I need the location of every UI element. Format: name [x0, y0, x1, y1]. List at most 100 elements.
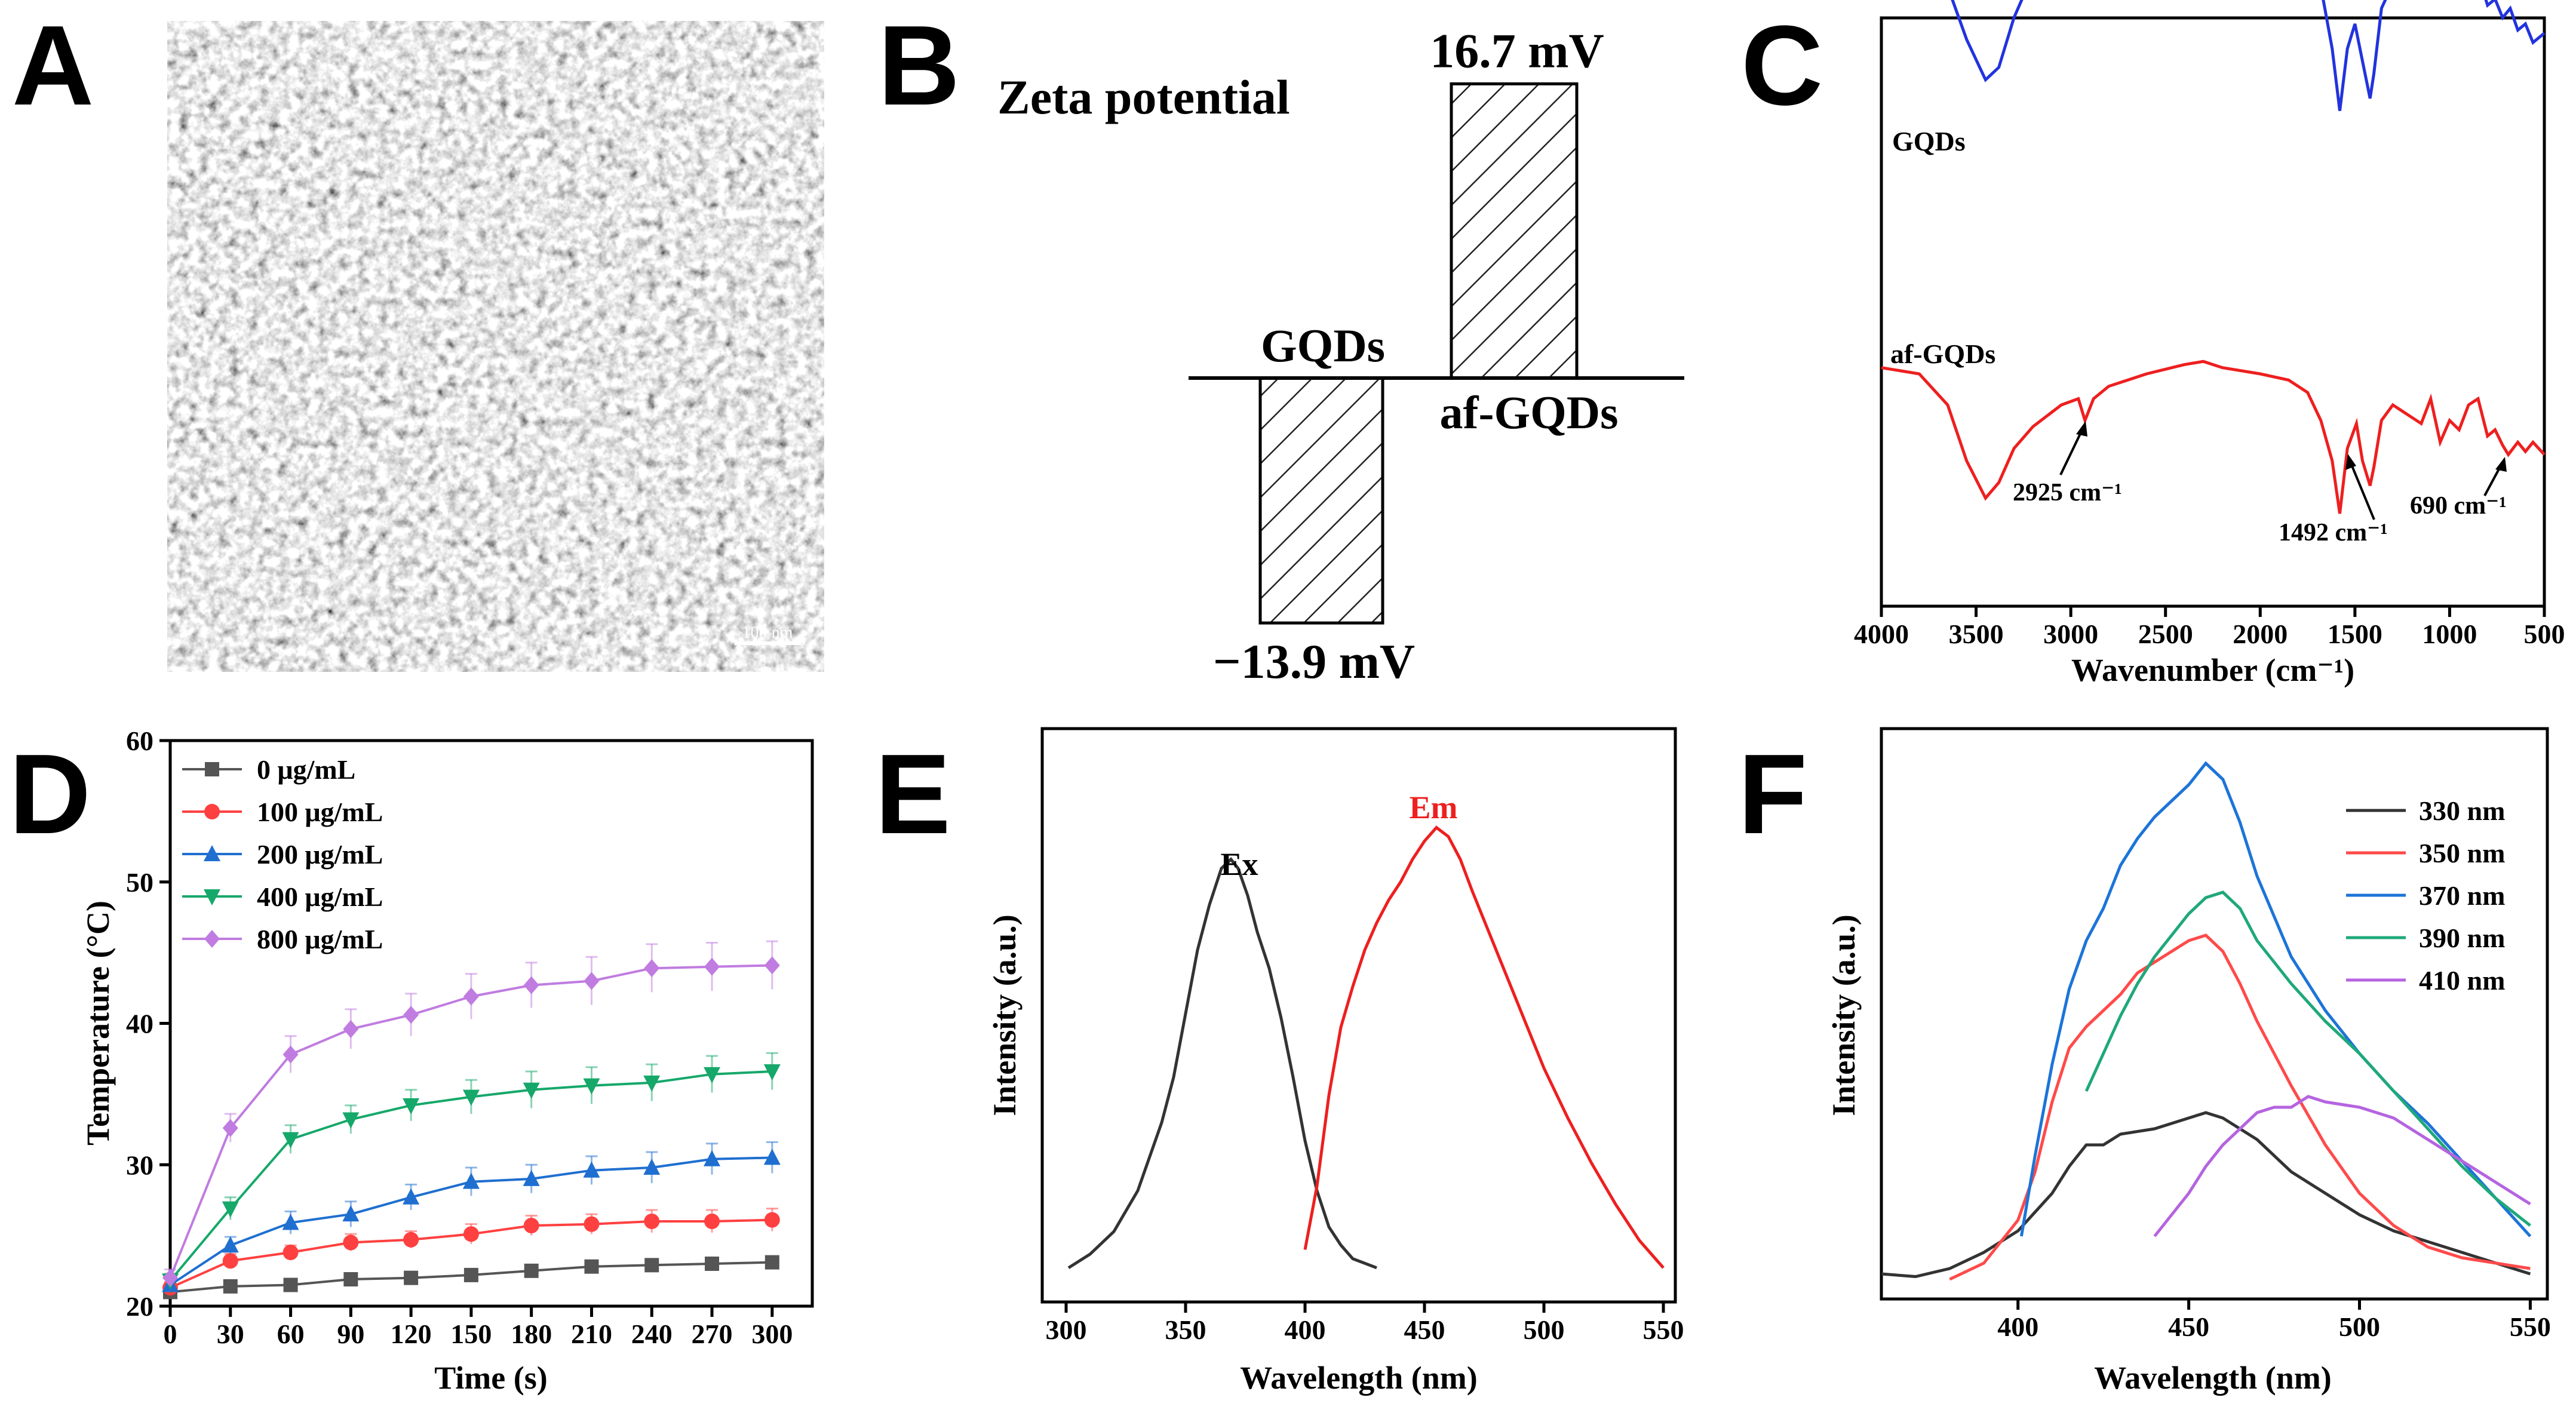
temp-legend-label: 0 μg/mL: [257, 754, 355, 785]
temp-data-point: [583, 1078, 600, 1095]
ftir-tick-label: 1500: [2328, 619, 2382, 649]
temp-data-point: [764, 1212, 780, 1228]
temp-legend-marker: [204, 845, 220, 861]
exem-x-tick-label: 550: [1643, 1315, 1684, 1345]
temp-data-point: [403, 1231, 419, 1248]
ex-spectrum-line: [1067, 857, 1377, 1270]
temp-x-tick-label: 90: [337, 1319, 364, 1349]
ftir-arrow-1492: [2349, 461, 2375, 520]
temp-x-tick-label: 30: [217, 1319, 244, 1349]
exem-y-label: Intensity (a.u.): [987, 914, 1023, 1116]
temp-data-point: [704, 957, 720, 976]
emis-x-tick-label: 500: [2339, 1312, 2380, 1342]
temp-data-point: [462, 1089, 480, 1106]
temp-x-tick-label: 210: [571, 1319, 612, 1349]
temp-x-label: Time (s): [434, 1360, 547, 1396]
emis-legend-label: 330 nm: [2419, 796, 2505, 826]
temp-data-point: [584, 1259, 599, 1274]
ftir-annotation-690: 690 cm⁻¹: [2410, 492, 2507, 520]
ftir-annotation-2925: 2925 cm⁻¹: [2013, 479, 2122, 506]
temp-plot-area: [162, 940, 781, 1300]
panel-letter-f: F: [1738, 731, 1807, 858]
emis-line-390nm: [2084, 890, 2531, 1227]
temp-data-point: [763, 1148, 781, 1165]
temp-x-tick-label: 0: [164, 1319, 177, 1349]
zeta-bar-af-gqds: [1450, 82, 1579, 380]
temp-axis-ticks: 0 30 60 90 120 150 180 210 240 270 300 20 30 40 50 60: [126, 726, 793, 1349]
temp-data-point: [283, 1245, 299, 1261]
temp-data-point: [704, 1067, 721, 1083]
temp-data-point: [763, 1064, 781, 1080]
temp-data-point: [463, 1267, 478, 1282]
temp-legend: 0 μg/mL 100 μg/mL 200 μg/mL 400 μg/mL 800 μg…: [182, 754, 383, 954]
panel-a: 100 nm: [167, 21, 824, 672]
zeta-value-gqds: −13.9 mV: [1213, 634, 1415, 689]
panel-b-zeta-chart: Zeta potential GQDs af-GQDs −13.9 mV 16.…: [997, 23, 1684, 689]
temp-data-point: [643, 1075, 661, 1092]
panel-letter-e: E: [875, 731, 951, 858]
temp-data-point: [523, 1169, 540, 1186]
temp-data-point: [523, 1218, 539, 1234]
emis-legend-label: 410 nm: [2419, 965, 2505, 996]
panel-f-emission-chart: 400 450 500 550 330 nm 350 nm 370 nm 390 nm 410…: [1826, 727, 2551, 1396]
panel-e-ex-em-chart: 300 350 400 450 500 550 Ex Em Wavelength (nm)…: [987, 727, 1684, 1396]
ftir-series-label-af-gqds: af-GQDs: [1890, 339, 1995, 369]
emis-frame: [1880, 727, 2549, 1301]
zeta-title: Zeta potential: [997, 70, 1290, 124]
exem-x-tick-label: 300: [1046, 1315, 1087, 1345]
emis-line-410nm: [2153, 1095, 2531, 1237]
ftir-tick-label: 3000: [2043, 619, 2098, 649]
temp-data-point: [463, 987, 479, 1006]
exem-x-tick-label: 350: [1165, 1315, 1206, 1345]
temp-data-point: [584, 1216, 600, 1232]
exem-x-tick-label: 450: [1404, 1315, 1445, 1345]
temp-data-point: [705, 1256, 720, 1271]
temp-data-point: [343, 1272, 358, 1287]
exem-x-label: Wavelength (nm): [1240, 1360, 1478, 1396]
tem-micrograph-image: [167, 21, 824, 672]
temp-data-point: [704, 1150, 721, 1166]
panel-letter-c: C: [1741, 2, 1823, 129]
temp-data-point: [463, 1226, 479, 1242]
temp-y-tick-label: 50: [126, 867, 153, 898]
temp-data-point: [282, 1132, 299, 1148]
temp-data-point: [764, 956, 780, 975]
temp-x-tick-label: 120: [391, 1319, 432, 1349]
temp-legend-marker: [204, 889, 220, 905]
temp-y-tick-label: 60: [126, 726, 153, 756]
temp-x-tick-label: 180: [511, 1319, 552, 1349]
temp-y-tick-label: 40: [126, 1009, 153, 1039]
scale-bar-label: 100 nm: [742, 624, 793, 642]
temp-x-tick-label: 270: [692, 1319, 733, 1349]
temp-data-point: [523, 1082, 540, 1099]
temp-data-point: [282, 1214, 299, 1230]
ftir-line-gqds: [1951, 0, 2546, 111]
temp-data-point: [222, 1119, 238, 1137]
temp-data-point: [403, 1098, 420, 1114]
temp-data-point: [343, 1234, 359, 1251]
emis-lines: [1881, 761, 2532, 1281]
temp-data-point: [343, 1019, 359, 1038]
panel-letter-d: D: [9, 731, 91, 858]
em-spectrum-line: [1303, 825, 1665, 1269]
zeta-category-gqds: GQDs: [1261, 320, 1385, 371]
temp-data-point: [524, 1263, 539, 1278]
emis-x-tick-label: 550: [2510, 1312, 2551, 1342]
ftir-line-af-gqds: [1881, 360, 2546, 514]
temp-data-point: [222, 1201, 239, 1218]
temp-data-point: [342, 1112, 360, 1129]
panel-d-temperature-chart: 0 30 60 90 120 150 180 210 240 270 300 20 30 40 50 60 0…: [80, 726, 814, 1396]
emis-legend-label: 390 nm: [2419, 923, 2505, 953]
temp-x-tick-label: 150: [450, 1319, 492, 1349]
zeta-value-af-gqds: 16.7 mV: [1430, 23, 1604, 78]
emis-legend: 330 nm 350 nm 370 nm 390 nm 410 nm: [2346, 796, 2505, 996]
temp-data-point: [222, 1236, 239, 1253]
temp-data-point: [462, 1172, 480, 1189]
temp-data-point: [162, 1269, 178, 1287]
emis-x-tick-label: 450: [2168, 1312, 2209, 1342]
temp-legend-label: 400 μg/mL: [257, 882, 383, 912]
ftir-arrowhead-690: [2495, 457, 2507, 472]
ftir-tick-label: 4000: [1854, 619, 1909, 649]
ftir-tick-label: 2000: [2233, 619, 2288, 649]
exem-x-tick-label: 400: [1285, 1315, 1326, 1345]
